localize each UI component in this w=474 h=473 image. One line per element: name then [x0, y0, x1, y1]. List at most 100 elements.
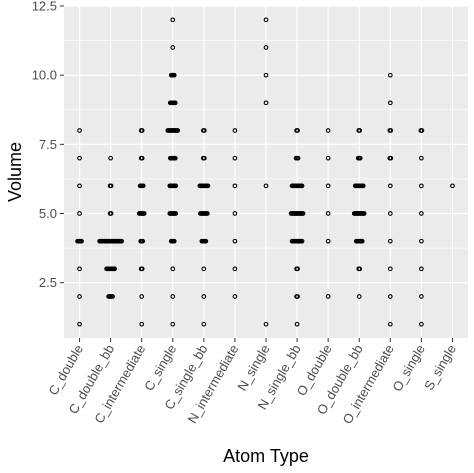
- data-point: [232, 155, 238, 161]
- data-point: [77, 294, 82, 299]
- point-group: [351, 128, 367, 299]
- data-point: [387, 238, 393, 244]
- data-point: [450, 183, 455, 189]
- point-group: [418, 128, 425, 327]
- data-point: [300, 211, 306, 216]
- data-point: [357, 128, 363, 133]
- data-point: [139, 155, 145, 161]
- data-point: [201, 266, 207, 272]
- data-point: [77, 266, 82, 272]
- data-point: [108, 211, 114, 216]
- data-point: [171, 72, 177, 78]
- data-point: [172, 155, 178, 161]
- data-point: [232, 238, 238, 244]
- data-point: [77, 155, 82, 161]
- data-point: [171, 238, 177, 244]
- data-point: [299, 238, 305, 244]
- data-point: [387, 211, 393, 216]
- data-point: [201, 321, 207, 327]
- data-point: [388, 155, 394, 161]
- data-point: [295, 155, 301, 161]
- data-point: [139, 294, 145, 299]
- data-point: [172, 100, 178, 106]
- data-point: [173, 211, 179, 216]
- data-point: [387, 72, 393, 78]
- data-point: [139, 266, 145, 272]
- point-group: [288, 128, 306, 327]
- point-group: [136, 128, 147, 327]
- data-point: [325, 238, 331, 244]
- y-tick-label: 10.0: [32, 68, 57, 83]
- data-point: [139, 321, 145, 327]
- data-point: [419, 183, 424, 189]
- data-point: [295, 294, 300, 299]
- data-point: [170, 266, 176, 272]
- data-point: [232, 128, 238, 133]
- data-point: [325, 183, 331, 189]
- data-point: [201, 294, 207, 299]
- data-point: [173, 183, 179, 189]
- data-point: [203, 238, 209, 244]
- y-tick-label: 2.5: [39, 275, 57, 290]
- data-point: [357, 266, 363, 272]
- data-point: [263, 72, 269, 78]
- data-point: [119, 238, 124, 244]
- point-group: [75, 128, 84, 327]
- point-group: [325, 128, 331, 299]
- point-group: [165, 17, 181, 327]
- data-point: [419, 155, 424, 161]
- grid-lines: [64, 5, 468, 338]
- point-group: [263, 17, 269, 327]
- data-point: [360, 183, 366, 189]
- data-point: [387, 100, 393, 106]
- data-point: [204, 211, 210, 216]
- point-group: [387, 72, 394, 327]
- point-group: [197, 128, 211, 327]
- data-point: [170, 17, 176, 23]
- data-point: [139, 128, 145, 133]
- y-tick-label: 7.5: [39, 137, 57, 152]
- data-point: [357, 155, 363, 161]
- data-point: [419, 211, 424, 216]
- data-point: [263, 321, 269, 327]
- data-point: [263, 100, 269, 106]
- data-point: [170, 321, 176, 327]
- data-point: [232, 266, 238, 272]
- data-point: [201, 128, 207, 133]
- x-axis: C_doubleC_double_bbC_intermediateC_singl…: [45, 338, 459, 426]
- data-point: [387, 183, 393, 189]
- data-point: [108, 155, 113, 161]
- y-axis: 2.5 5.0 7.5 10.0 12.5: [32, 0, 64, 290]
- data-point: [170, 294, 176, 299]
- data-point: [201, 155, 207, 161]
- data-point: [295, 266, 300, 272]
- data-point: [77, 128, 82, 133]
- point-group: [232, 128, 238, 299]
- data-point: [263, 45, 269, 50]
- data-point: [140, 238, 146, 244]
- point-group: [450, 183, 455, 189]
- data-point: [110, 294, 115, 299]
- data-point: [175, 128, 181, 133]
- data-point: [419, 238, 424, 244]
- data-point: [170, 45, 176, 50]
- data-point: [77, 211, 82, 216]
- data-point: [419, 266, 424, 272]
- data-point: [419, 294, 424, 299]
- data-point: [387, 266, 393, 272]
- data-point: [325, 128, 331, 133]
- y-tick-label: 5.0: [39, 206, 57, 221]
- y-axis-title: Volume: [5, 142, 25, 202]
- data-point: [232, 211, 238, 216]
- data-point: [294, 321, 300, 327]
- data-point: [388, 128, 394, 133]
- data-point: [295, 128, 300, 133]
- data-point: [387, 294, 393, 299]
- data-point: [263, 183, 269, 189]
- data-point: [325, 294, 331, 299]
- data-point: [232, 183, 238, 189]
- y-tick-label: 12.5: [32, 0, 57, 14]
- data-point: [263, 17, 269, 23]
- data-point: [419, 128, 425, 133]
